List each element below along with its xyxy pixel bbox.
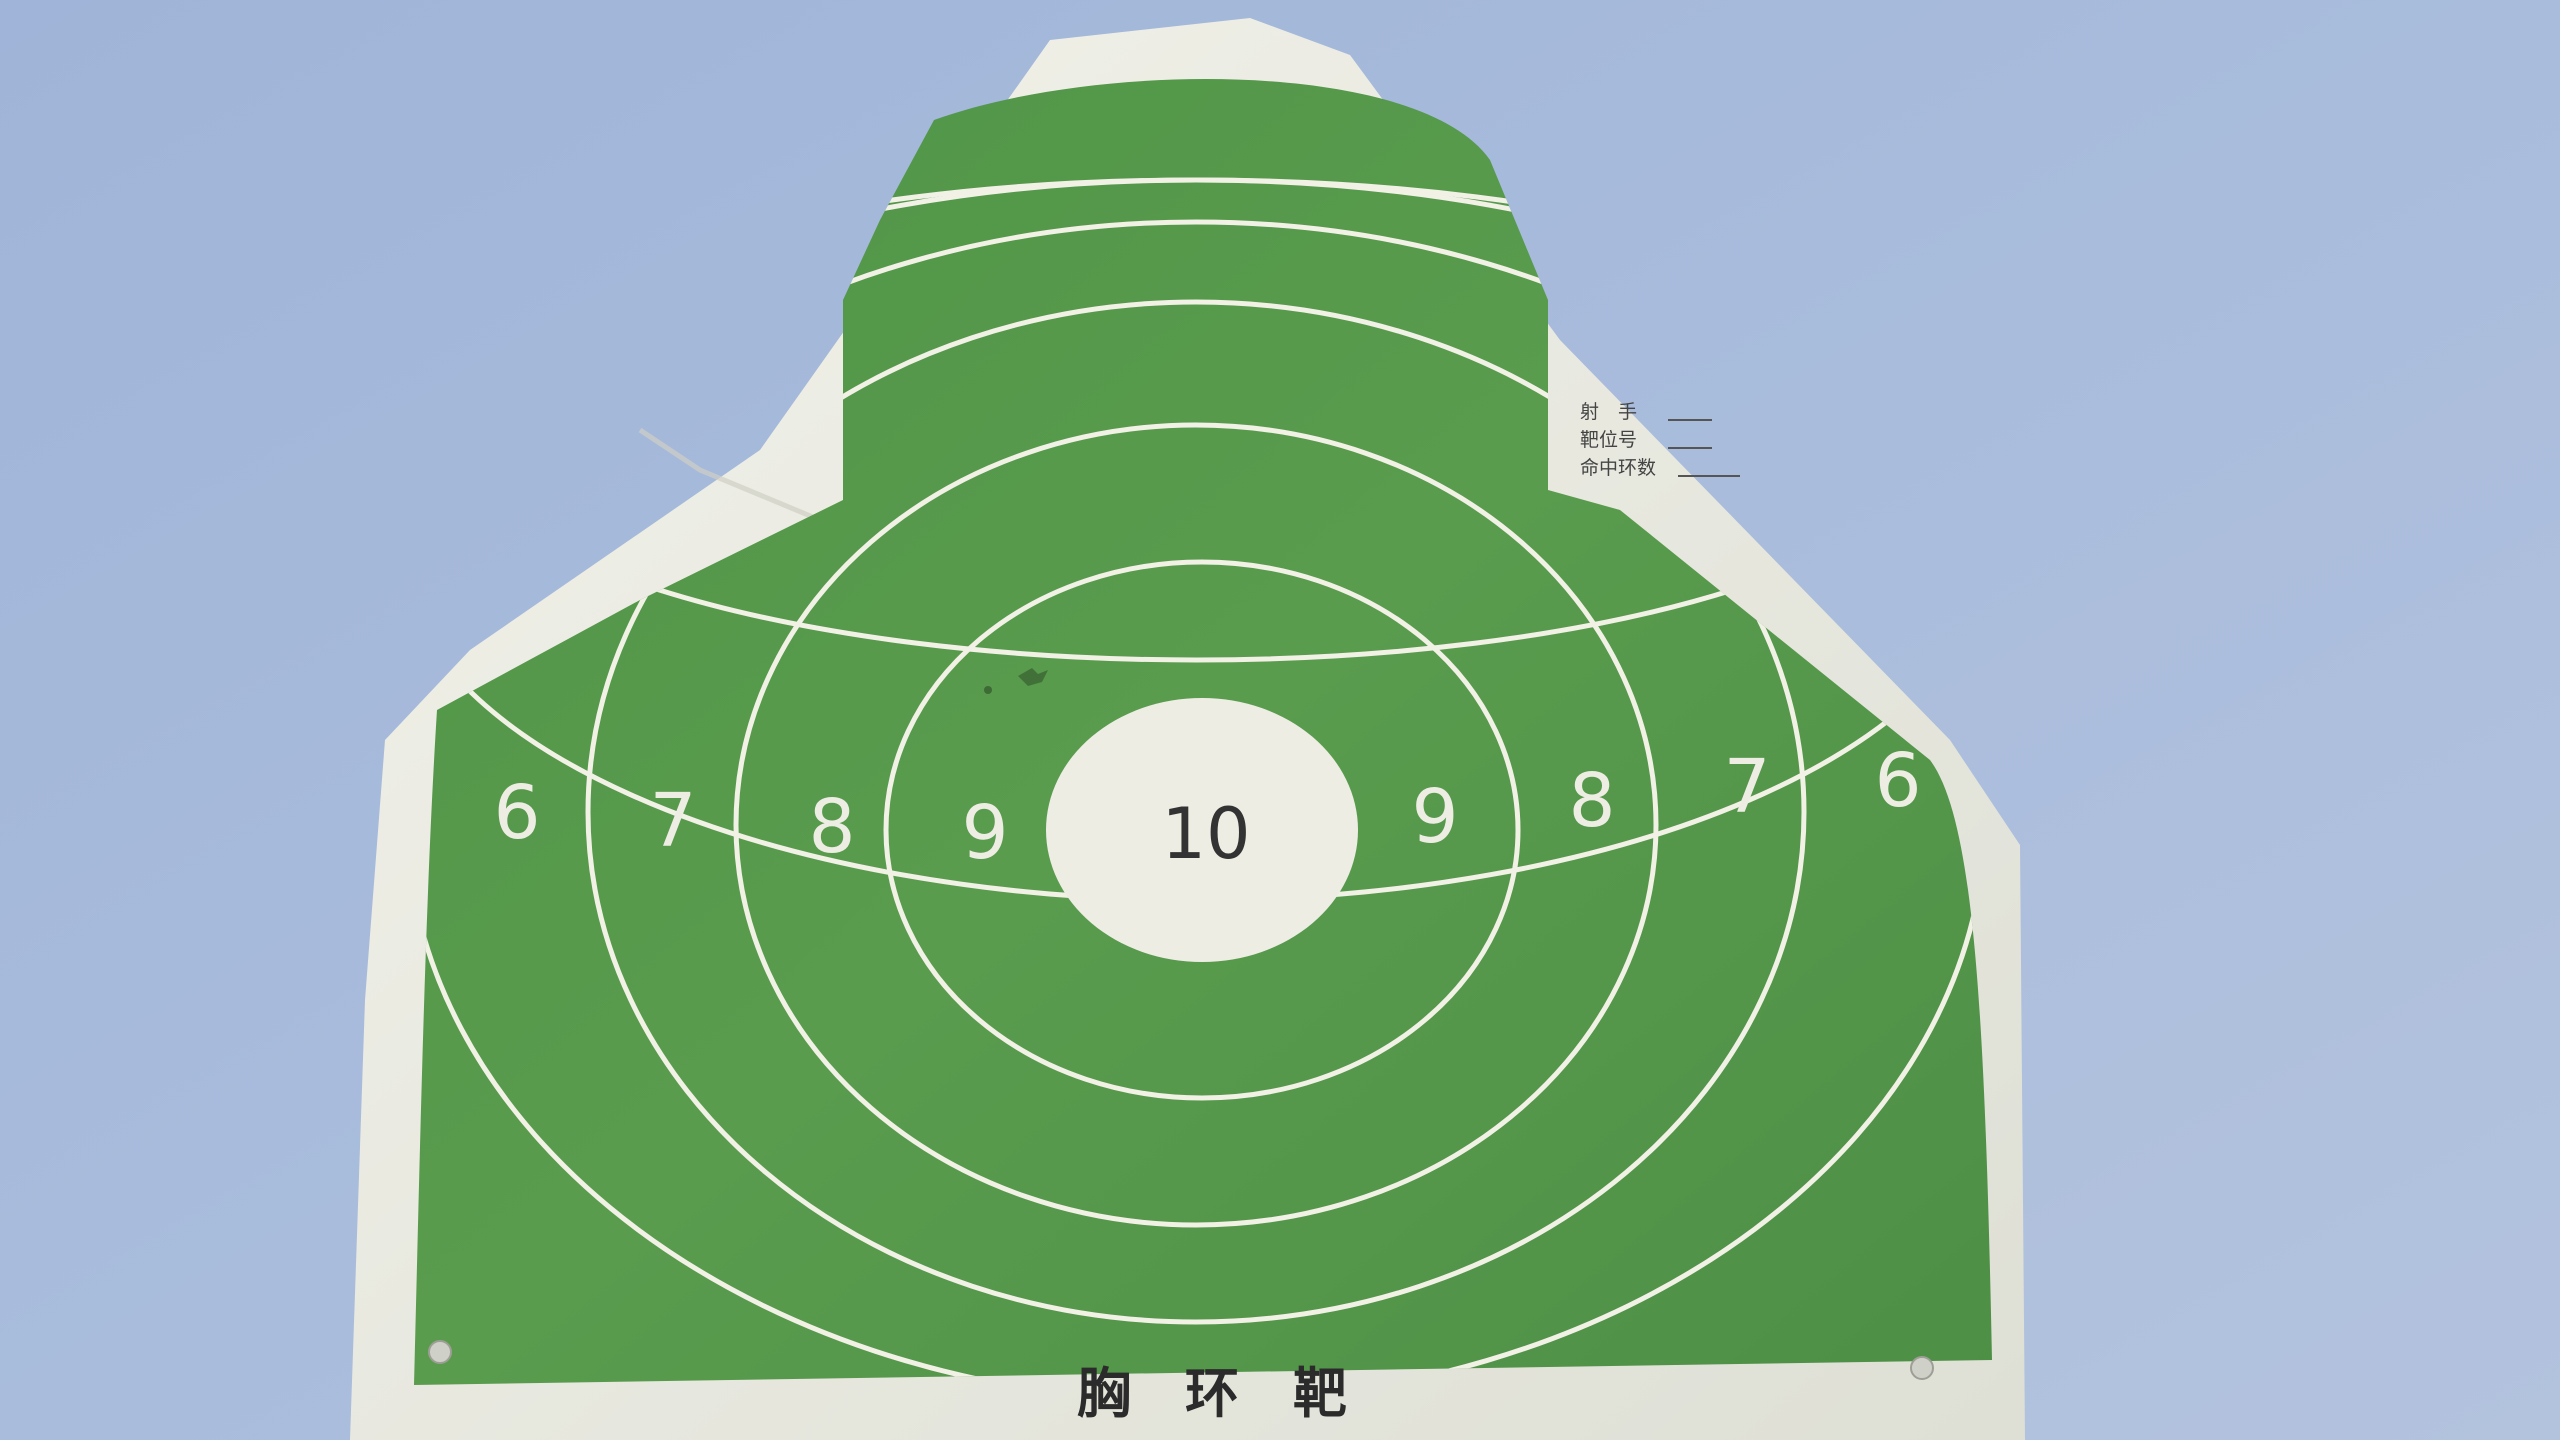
score-label-left-6: 6 <box>493 770 540 856</box>
ring-7 <box>585 299 1807 1325</box>
bullseye <box>1046 698 1358 962</box>
ring-8 <box>733 422 1659 1228</box>
score-label-right-7: 7 <box>1723 744 1770 830</box>
mount-hole-right <box>1910 1356 1934 1380</box>
score-form: 射 手 靶位号 命中环数 <box>1580 401 1740 479</box>
lane-field-label: 靶位号 <box>1580 429 1637 451</box>
score-label-right-8: 8 <box>1568 758 1615 844</box>
score-label-right-6: 6 <box>1874 738 1921 824</box>
mount-hole-left <box>428 1340 452 1364</box>
score-label-right-9: 9 <box>1411 774 1458 860</box>
ring-9 <box>883 559 1521 1101</box>
target-title: 胸 环 靶 <box>1077 1361 1347 1425</box>
score-label-left-9: 9 <box>961 790 1008 876</box>
bullet-hole <box>1018 668 1048 686</box>
score-label-left-8: 8 <box>808 784 855 870</box>
paper-crease <box>638 427 821 523</box>
score-label-left-7: 7 <box>649 778 696 864</box>
score-label-center-10: 10 <box>1161 793 1250 875</box>
bullet-hole <box>984 686 992 694</box>
score-field-label: 命中环数 <box>1580 457 1656 479</box>
shooter-field-label: 射 手 <box>1580 401 1637 423</box>
